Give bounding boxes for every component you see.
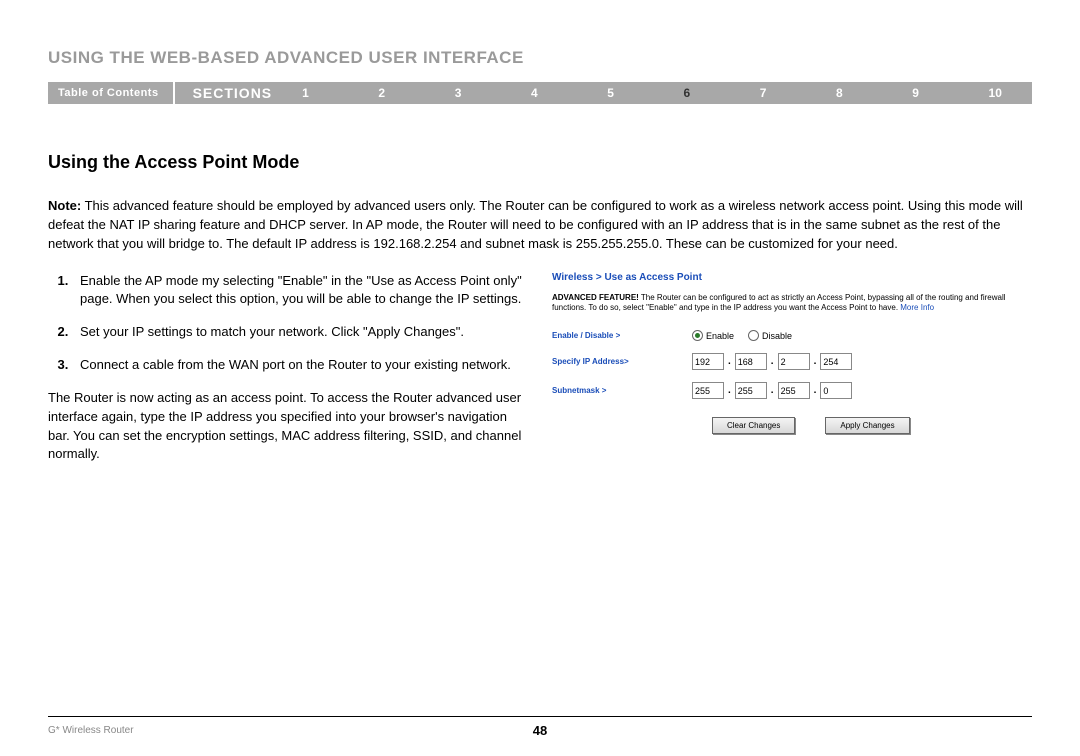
subnet-mask-label: Subnetmask > bbox=[552, 386, 692, 395]
dot-icon: . bbox=[771, 385, 774, 396]
enable-radio-label: Enable bbox=[706, 331, 734, 341]
clear-changes-button[interactable]: Clear Changes bbox=[712, 417, 795, 434]
step-3: Connect a cable from the WAN port on the… bbox=[72, 356, 528, 375]
nav-num-2[interactable]: 2 bbox=[378, 86, 385, 100]
nav-num-6[interactable]: 6 bbox=[683, 86, 690, 100]
subnet-mask-row: Subnetmask > 255. 255. 255. 0 bbox=[552, 382, 1032, 399]
dot-icon: . bbox=[728, 356, 731, 367]
nav-num-3[interactable]: 3 bbox=[455, 86, 462, 100]
mask-octet-2[interactable]: 255 bbox=[735, 382, 767, 399]
nav-num-9[interactable]: 9 bbox=[912, 86, 919, 100]
chapter-title: USING THE WEB-BASED ADVANCED USER INTERF… bbox=[48, 48, 1032, 68]
note-paragraph: Note: This advanced feature should be em… bbox=[48, 197, 1032, 254]
followup-paragraph: The Router is now acting as an access po… bbox=[48, 389, 528, 464]
nav-num-5[interactable]: 5 bbox=[607, 86, 614, 100]
ip-octet-4[interactable]: 254 bbox=[820, 353, 852, 370]
more-info-link[interactable]: More Info bbox=[900, 303, 934, 312]
dot-icon: . bbox=[728, 385, 731, 396]
ip-address-label: Specify IP Address> bbox=[552, 357, 692, 366]
nav-num-1[interactable]: 1 bbox=[302, 86, 309, 100]
section-nav-bar: Table of Contents SECTIONS 1 2 3 4 5 6 7… bbox=[48, 82, 1032, 104]
router-config-panel: Wireless > Use as Access Point ADVANCED … bbox=[552, 272, 1032, 465]
nav-sections-label: SECTIONS bbox=[175, 85, 303, 101]
mask-octet-4[interactable]: 0 bbox=[820, 382, 852, 399]
ip-address-row: Specify IP Address> 192. 168. 2. 254 bbox=[552, 353, 1032, 370]
page-number: 48 bbox=[533, 723, 547, 738]
dot-icon: . bbox=[814, 356, 817, 367]
enable-radio[interactable]: Enable bbox=[692, 330, 734, 341]
nav-toc-link[interactable]: Table of Contents bbox=[48, 82, 175, 104]
nav-num-8[interactable]: 8 bbox=[836, 86, 843, 100]
left-column: Enable the AP mode my selecting "Enable"… bbox=[48, 272, 528, 465]
section-heading: Using the Access Point Mode bbox=[48, 152, 1032, 173]
nav-num-10[interactable]: 10 bbox=[989, 86, 1002, 100]
ip-octet-2[interactable]: 168 bbox=[735, 353, 767, 370]
dot-icon: . bbox=[814, 385, 817, 396]
adv-feature-label: ADVANCED FEATURE! bbox=[552, 293, 639, 302]
step-list: Enable the AP mode my selecting "Enable"… bbox=[48, 272, 528, 375]
nav-numbers: 1 2 3 4 5 6 7 8 9 10 bbox=[302, 86, 1032, 100]
page-footer: G* Wireless Router 48 bbox=[48, 716, 1032, 736]
nav-num-7[interactable]: 7 bbox=[760, 86, 767, 100]
mask-octet-3[interactable]: 255 bbox=[778, 382, 810, 399]
config-breadcrumb: Wireless > Use as Access Point bbox=[552, 272, 1032, 283]
note-label: Note: bbox=[48, 198, 81, 213]
ip-octet-3[interactable]: 2 bbox=[778, 353, 810, 370]
radio-unselected-icon bbox=[748, 330, 759, 341]
mask-octet-1[interactable]: 255 bbox=[692, 382, 724, 399]
disable-radio[interactable]: Disable bbox=[748, 330, 792, 341]
enable-disable-label: Enable / Disable > bbox=[552, 331, 692, 340]
apply-changes-button[interactable]: Apply Changes bbox=[825, 417, 909, 434]
enable-disable-row: Enable / Disable > Enable Disable bbox=[552, 330, 1032, 341]
step-2: Set your IP settings to match your netwo… bbox=[72, 323, 528, 342]
dot-icon: . bbox=[771, 356, 774, 367]
step-1: Enable the AP mode my selecting "Enable"… bbox=[72, 272, 528, 310]
nav-num-4[interactable]: 4 bbox=[531, 86, 538, 100]
disable-radio-label: Disable bbox=[762, 331, 792, 341]
radio-selected-icon bbox=[692, 330, 703, 341]
note-body: This advanced feature should be employed… bbox=[48, 198, 1023, 251]
ip-octet-1[interactable]: 192 bbox=[692, 353, 724, 370]
config-description: ADVANCED FEATURE! The Router can be conf… bbox=[552, 293, 1032, 315]
